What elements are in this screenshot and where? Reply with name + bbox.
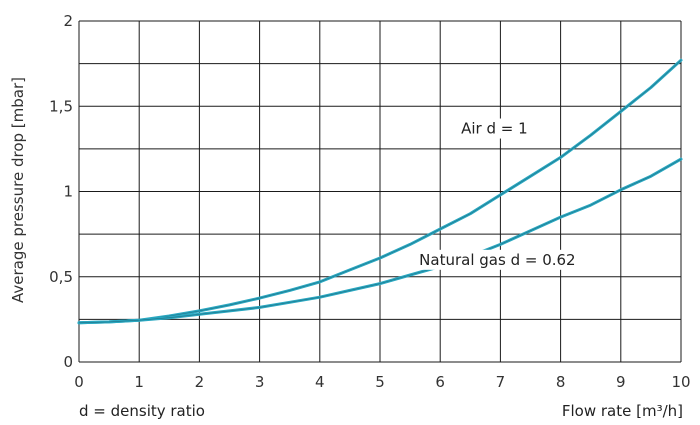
x-tick-label: 8	[556, 373, 566, 391]
x-tick-label: 5	[375, 373, 385, 391]
grid	[78, 20, 682, 363]
series-annotation: Air d = 1	[461, 120, 528, 138]
series-line-core	[78, 158, 682, 324]
x-tick-label: 1	[134, 373, 144, 391]
y-tick-label: 0	[63, 353, 73, 371]
annotations: Air d = 1 Natural gas d = 0.62	[416, 118, 579, 270]
x-tick-label: 2	[195, 373, 205, 391]
y-tick-labels: 0 0,5 1 1,5 2	[49, 12, 73, 371]
x-tick-label: 0	[74, 373, 84, 391]
annotation-background	[416, 249, 579, 270]
annotation-background	[458, 118, 531, 139]
x-tick-label: 9	[616, 373, 626, 391]
x-tick-label: 4	[315, 373, 325, 391]
x-tick-labels: 0 1 2 3 4 5 6 7 8 9 10	[74, 373, 690, 391]
x-tick-label: 10	[671, 373, 690, 391]
y-tick-label: 1,5	[49, 97, 73, 115]
series-annotation: Natural gas d = 0.62	[419, 251, 575, 269]
x-tick-label: 7	[496, 373, 506, 391]
series-lines	[77, 58, 683, 325]
x-tick-label: 6	[435, 373, 445, 391]
x-tick-label: 3	[255, 373, 265, 391]
y-tick-label: 2	[63, 12, 73, 30]
density-ratio-note: d = density ratio	[79, 402, 205, 420]
series-line-core	[78, 59, 682, 324]
y-tick-label: 0,5	[49, 268, 73, 286]
x-axis-label: Flow rate [m³/h]	[561, 402, 683, 420]
y-axis-label: Average pressure drop [mbar]	[9, 77, 27, 303]
y-tick-label: 1	[63, 183, 73, 201]
